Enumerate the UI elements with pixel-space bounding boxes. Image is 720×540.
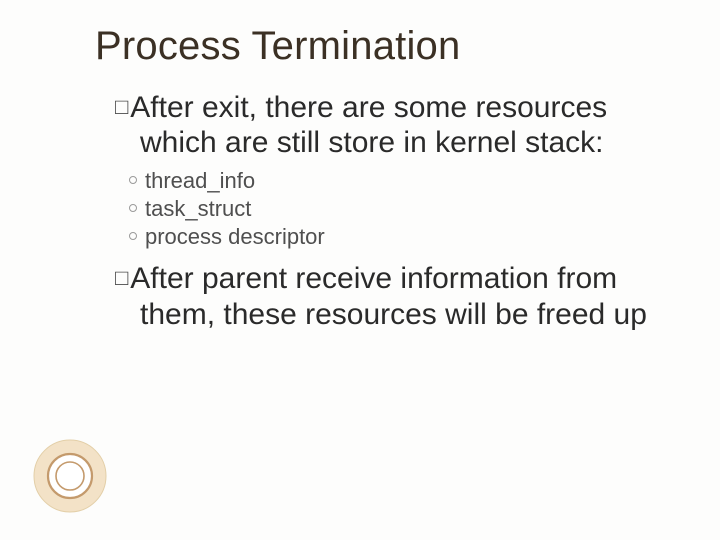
bullet-text: After parent receive information from th… [130, 262, 647, 330]
sub-bullet: task_struct [129, 195, 680, 223]
ring-icon [129, 176, 137, 184]
sub-bullet: thread_info [129, 167, 680, 195]
checkbox-icon: □ [115, 94, 128, 119]
checkbox-icon: □ [115, 265, 128, 290]
sub-bullet-list: thread_info task_struct process descript… [129, 167, 680, 251]
bullet-main: □After parent receive information from t… [115, 261, 680, 332]
ring-icon [129, 204, 137, 212]
slide: Process Termination □After exit, there a… [0, 0, 720, 540]
corner-ornament-icon [32, 438, 108, 514]
sub-bullet: process descriptor [129, 223, 680, 251]
bullet-main: □After exit, there are some resources wh… [115, 90, 680, 161]
slide-content: □After exit, there are some resources wh… [115, 90, 680, 336]
sub-bullet-text: task_struct [145, 196, 251, 221]
ring-icon [129, 232, 137, 240]
bullet-text: After exit, there are some resources whi… [130, 91, 607, 159]
sub-bullet-text: process descriptor [145, 224, 325, 249]
slide-title: Process Termination [95, 24, 460, 69]
sub-bullet-text: thread_info [145, 168, 255, 193]
